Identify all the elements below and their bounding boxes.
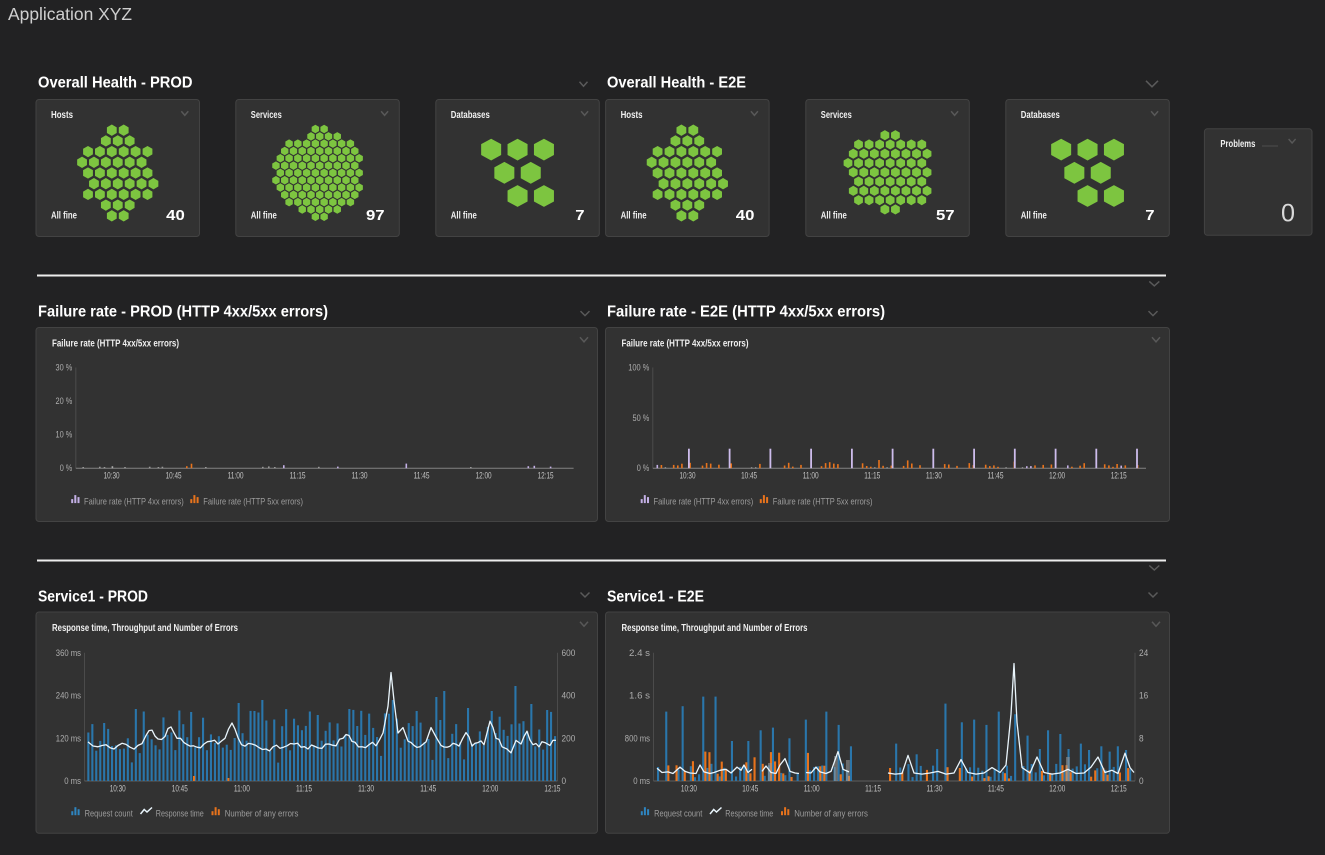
svg-text:0 %: 0 % [637, 463, 650, 473]
svg-text:Failure rate - PROD (HTTP 4xx/: Failure rate - PROD (HTTP 4xx/5xx errors… [38, 304, 328, 321]
svg-text:Failure rate - E2E (HTTP 4xx/5: Failure rate - E2E (HTTP 4xx/5xx errors) [607, 304, 885, 321]
svg-text:11:00: 11:00 [804, 784, 820, 794]
svg-text:Overall Health - PROD: Overall Health - PROD [38, 75, 193, 92]
svg-text:10 %: 10 % [56, 429, 73, 439]
svg-text:10:45: 10:45 [166, 471, 182, 481]
svg-text:11:00: 11:00 [234, 784, 250, 794]
svg-text:11:30: 11:30 [927, 784, 943, 794]
svg-text:7: 7 [1145, 207, 1154, 224]
svg-text:0 ms: 0 ms [64, 776, 81, 786]
svg-text:Response time, Throughput and: Response time, Throughput and Number of … [52, 623, 238, 634]
svg-text:12:00: 12:00 [482, 784, 498, 794]
svg-text:Services: Services [821, 110, 852, 121]
svg-text:Failure rate (HTTP 4xx errors): Failure rate (HTTP 4xx errors) [654, 496, 754, 507]
svg-text:0 %: 0 % [60, 463, 73, 473]
svg-text:0: 0 [562, 776, 567, 786]
svg-text:Hosts: Hosts [51, 110, 73, 121]
svg-text:240 ms: 240 ms [56, 691, 82, 701]
svg-text:1.6 s: 1.6 s [629, 691, 651, 701]
svg-text:Request count: Request count [654, 808, 702, 819]
svg-text:20 %: 20 % [56, 396, 73, 406]
svg-text:16: 16 [1139, 691, 1148, 701]
svg-text:10:30: 10:30 [104, 471, 120, 481]
svg-text:50 %: 50 % [633, 413, 650, 423]
svg-text:200: 200 [562, 733, 576, 743]
svg-text:97: 97 [366, 207, 385, 224]
svg-text:Problems: Problems [1220, 139, 1255, 150]
svg-text:8: 8 [1139, 733, 1144, 743]
svg-text:57: 57 [936, 207, 955, 224]
svg-text:Databases: Databases [1021, 110, 1060, 121]
svg-text:11:15: 11:15 [865, 784, 881, 794]
svg-text:11:45: 11:45 [988, 784, 1004, 794]
svg-text:11:45: 11:45 [988, 471, 1004, 481]
svg-text:10:30: 10:30 [681, 784, 697, 794]
svg-text:Request count: Request count [85, 808, 133, 819]
svg-text:Hosts: Hosts [621, 110, 643, 121]
svg-text:12:15: 12:15 [1111, 471, 1127, 481]
svg-text:30 %: 30 % [56, 363, 73, 373]
svg-text:0 ms: 0 ms [633, 776, 650, 786]
svg-text:Response time: Response time [156, 808, 204, 819]
svg-text:400: 400 [562, 691, 576, 701]
svg-text:0: 0 [1281, 199, 1295, 227]
svg-text:800 ms: 800 ms [625, 733, 651, 743]
svg-text:11:45: 11:45 [414, 471, 430, 481]
svg-text:100 %: 100 % [628, 363, 649, 373]
svg-text:Response time, Throughput and: Response time, Throughput and Number of … [622, 623, 808, 634]
svg-text:10:30: 10:30 [680, 471, 696, 481]
svg-text:Number of any errors: Number of any errors [794, 808, 868, 819]
svg-text:360 ms: 360 ms [56, 648, 82, 658]
svg-text:Failure rate (HTTP 4xx errors): Failure rate (HTTP 4xx errors) [84, 496, 184, 507]
svg-text:11:45: 11:45 [420, 784, 436, 794]
svg-text:Response time: Response time [725, 808, 773, 819]
svg-text:12:15: 12:15 [544, 784, 560, 794]
svg-text:Application XYZ: Application XYZ [8, 4, 132, 24]
svg-text:40: 40 [736, 207, 755, 224]
svg-text:12:00: 12:00 [1049, 471, 1065, 481]
svg-text:0: 0 [1139, 776, 1144, 786]
svg-text:Service1 - PROD: Service1 - PROD [38, 589, 148, 606]
svg-text:10:45: 10:45 [172, 784, 188, 794]
svg-text:11:00: 11:00 [228, 471, 244, 481]
svg-text:Failure rate (HTTP 4xx/5xx err: Failure rate (HTTP 4xx/5xx errors) [622, 339, 749, 350]
svg-text:12:15: 12:15 [538, 471, 554, 481]
svg-text:600: 600 [562, 648, 576, 658]
svg-text:11:30: 11:30 [352, 471, 368, 481]
svg-text:Failure rate (HTTP 4xx/5xx err: Failure rate (HTTP 4xx/5xx errors) [52, 339, 179, 350]
svg-text:All fine: All fine [1021, 210, 1047, 221]
svg-text:11:30: 11:30 [358, 784, 374, 794]
svg-text:12:15: 12:15 [1111, 784, 1127, 794]
svg-text:Failure rate (HTTP 5xx errors): Failure rate (HTTP 5xx errors) [773, 496, 873, 507]
svg-text:12:00: 12:00 [476, 471, 492, 481]
svg-text:10:30: 10:30 [110, 784, 126, 794]
svg-text:24: 24 [1139, 648, 1148, 658]
svg-text:Service1 - E2E: Service1 - E2E [607, 589, 704, 606]
svg-text:All fine: All fine [451, 210, 477, 221]
svg-text:All fine: All fine [51, 210, 77, 221]
svg-text:All fine: All fine [251, 210, 277, 221]
svg-text:120 ms: 120 ms [56, 733, 82, 743]
svg-text:Databases: Databases [451, 110, 490, 121]
svg-text:11:30: 11:30 [926, 471, 942, 481]
svg-text:Overall Health - E2E: Overall Health - E2E [607, 75, 746, 92]
svg-text:11:15: 11:15 [864, 471, 880, 481]
svg-text:7: 7 [575, 207, 584, 224]
svg-text:Services: Services [251, 110, 282, 121]
svg-text:All fine: All fine [821, 210, 847, 221]
svg-text:40: 40 [166, 207, 185, 224]
svg-text:11:00: 11:00 [803, 471, 819, 481]
svg-text:12:00: 12:00 [1049, 784, 1065, 794]
svg-text:All fine: All fine [621, 210, 647, 221]
svg-text:Failure rate (HTTP 5xx errors): Failure rate (HTTP 5xx errors) [203, 496, 303, 507]
svg-text:11:15: 11:15 [296, 784, 312, 794]
svg-text:11:15: 11:15 [290, 471, 306, 481]
svg-text:Number of any errors: Number of any errors [225, 808, 299, 819]
svg-text:2.4 s: 2.4 s [629, 648, 651, 658]
svg-text:10:45: 10:45 [742, 784, 758, 794]
svg-text:10:45: 10:45 [741, 471, 757, 481]
